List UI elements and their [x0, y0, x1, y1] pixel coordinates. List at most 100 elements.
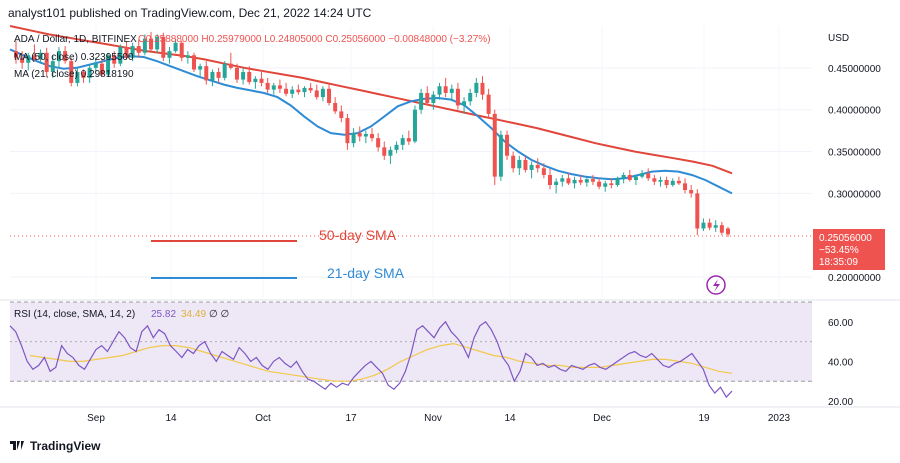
candle-body [578, 179, 583, 183]
candle-body [652, 178, 657, 182]
candle-body [695, 193, 700, 229]
candle-body [216, 72, 221, 78]
candle-body [394, 144, 399, 150]
rsi-legend-value: 25.82 [151, 309, 176, 320]
candle-body [474, 82, 479, 93]
candle-body [228, 63, 233, 68]
candle-body [560, 178, 565, 182]
x-tick-label: 2023 [768, 413, 791, 424]
candle-body [155, 36, 160, 50]
replay-icon[interactable] [706, 275, 726, 295]
price-badge: 0.25056000 −53.45% 18:35:09 [813, 229, 885, 270]
candle-body [419, 92, 424, 110]
candle-body [302, 87, 307, 93]
price-badge-bg [813, 229, 885, 270]
candle-body [707, 222, 712, 228]
candle-body [492, 113, 497, 177]
candlestick-series [14, 31, 730, 237]
tradingview-logo: TradingView [10, 439, 101, 453]
x-tick-label: Sep [87, 413, 105, 424]
candle-body [333, 102, 338, 112]
candle-body [486, 94, 491, 114]
legend-symbol: ADA / Dollar, 1D, BITFINEX [14, 34, 137, 45]
price-tick-label: 0.40000000 [828, 106, 881, 117]
x-tick-label: 14 [504, 413, 516, 424]
candle-body [314, 90, 319, 98]
candle-body [597, 181, 602, 187]
candle-body [541, 168, 546, 175]
x-tick-label: 19 [698, 413, 710, 424]
candle-body [719, 225, 724, 233]
candle-body [498, 134, 503, 177]
candle-body [609, 183, 614, 186]
candle-body [701, 222, 706, 229]
rsi-legend-sma-value: 34.49 [181, 309, 206, 320]
candle-body [198, 66, 203, 70]
candle-body [277, 85, 282, 89]
publish-header: analyst101 published on TradingView.com,… [8, 6, 372, 20]
candle-body [633, 176, 638, 180]
candle-body [517, 159, 522, 169]
candle-body [388, 149, 393, 156]
candle-body [351, 133, 356, 144]
candle-body [44, 52, 49, 73]
candle-body [627, 174, 632, 180]
currency-label: USD [828, 33, 849, 44]
candle-body [63, 51, 68, 62]
candle-body [726, 228, 730, 235]
candle-body [112, 55, 117, 64]
candle-body [566, 178, 571, 184]
candle-body [382, 147, 387, 156]
price-badge-price: 0.25056000 [819, 233, 872, 244]
candle-body [670, 180, 675, 186]
candle-body [32, 55, 37, 60]
sma50-annotation-label: 50-day SMA [319, 227, 397, 243]
candle-body [26, 55, 31, 63]
candle-body [81, 72, 86, 78]
candle-body [130, 46, 135, 58]
candle-body [308, 87, 313, 91]
candle-body [511, 155, 516, 169]
price-badge-countdown: 18:35:09 [819, 257, 858, 268]
candle-body [14, 51, 18, 58]
candle-body [296, 89, 301, 93]
candle-body [20, 57, 25, 63]
candle-body [234, 67, 239, 80]
candle-body [572, 179, 577, 184]
candle-body [210, 72, 215, 81]
candle-body [253, 78, 258, 83]
candle-body [320, 88, 325, 98]
price-badge-change: −53.45% [819, 245, 859, 256]
candle-body [124, 46, 129, 58]
candle-body [406, 138, 411, 142]
candle-body [505, 134, 510, 156]
candle-body [136, 46, 141, 53]
ma50-line [9, 25, 733, 175]
rsi-tick-label: 20.00 [828, 397, 853, 408]
legend-ma21: MA (21, close) 0.29818190 [14, 69, 134, 80]
candle-body [480, 82, 485, 95]
legend-ma50: MA (50, close) 0.32395500 [14, 52, 134, 63]
candle-body [676, 180, 681, 184]
candle-body [192, 55, 196, 70]
candle-body [118, 46, 123, 64]
rsi-line [9, 320, 733, 399]
candle-body [713, 225, 718, 228]
candle-body [93, 63, 98, 68]
candle-body [69, 61, 74, 83]
price-tick-label: 0.45000000 [828, 64, 881, 75]
candle-body [265, 82, 270, 90]
candle-body [56, 51, 61, 62]
candle-body [99, 63, 104, 75]
candle-body [284, 88, 289, 94]
candle-body [173, 42, 178, 52]
candle-body [142, 38, 147, 53]
candle-body [449, 88, 454, 93]
candle-body [376, 138, 381, 148]
price-tick-label: 0.20000000 [828, 273, 881, 284]
candle-body [271, 85, 276, 90]
candle-body [664, 179, 669, 186]
candle-body [603, 183, 608, 187]
